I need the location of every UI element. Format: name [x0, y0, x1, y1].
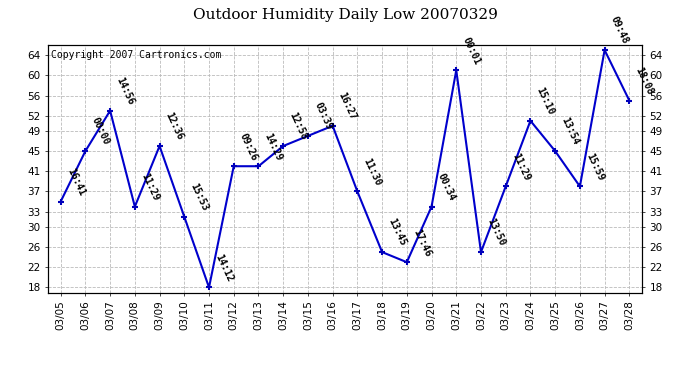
Text: 16:41: 16:41 — [65, 166, 86, 197]
Text: 00:00: 00:00 — [90, 116, 111, 147]
Text: 18:08: 18:08 — [633, 66, 655, 96]
Text: Copyright 2007 Cartronics.com: Copyright 2007 Cartronics.com — [51, 50, 221, 60]
Text: Outdoor Humidity Daily Low 20070329: Outdoor Humidity Daily Low 20070329 — [193, 9, 497, 22]
Text: 00:01: 00:01 — [460, 35, 482, 66]
Text: 15:59: 15:59 — [584, 152, 606, 182]
Text: 09:48: 09:48 — [609, 15, 630, 46]
Text: 17:46: 17:46 — [411, 227, 433, 258]
Text: 13:45: 13:45 — [386, 217, 408, 248]
Text: 15:10: 15:10 — [535, 86, 556, 117]
Text: 16:27: 16:27 — [337, 91, 358, 122]
Text: 11:29: 11:29 — [139, 172, 161, 202]
Text: 11:29: 11:29 — [510, 152, 531, 182]
Text: 14:56: 14:56 — [115, 76, 136, 106]
Text: 09:26: 09:26 — [238, 131, 259, 162]
Text: 14:29: 14:29 — [263, 131, 284, 162]
Text: 15:53: 15:53 — [188, 182, 210, 213]
Text: 11:30: 11:30 — [362, 156, 383, 188]
Text: 00:34: 00:34 — [435, 172, 457, 202]
Text: 12:36: 12:36 — [164, 111, 185, 142]
Text: 14:12: 14:12 — [213, 252, 235, 283]
Text: 13:54: 13:54 — [560, 116, 581, 147]
Text: 13:50: 13:50 — [485, 217, 506, 248]
Text: 03:39: 03:39 — [312, 101, 333, 132]
Text: 12:58: 12:58 — [287, 111, 309, 142]
